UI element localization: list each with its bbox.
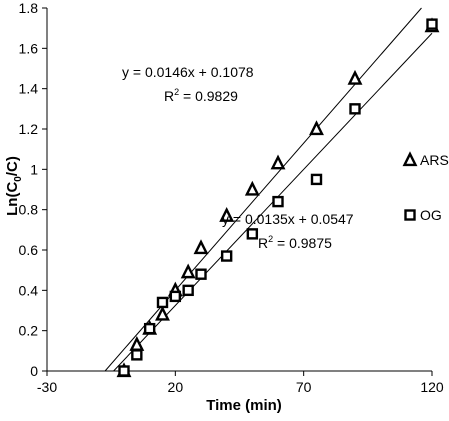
legend-label-og: OG [420, 207, 442, 223]
r-squared-og: R2 = 0.9875 [258, 234, 332, 251]
legend-label-ars: ARS [420, 152, 449, 168]
x-axis-label: Time (min) [206, 397, 282, 414]
r-squared-symbol: R [164, 88, 174, 104]
y-tick-label: 0.6 [19, 242, 39, 258]
legend-marker-ars [402, 151, 418, 167]
data-point-ars [244, 180, 260, 196]
legend-marker-og [404, 209, 416, 221]
data-point-og [143, 322, 156, 335]
y-tick-label: 1.6 [19, 40, 39, 56]
r-squared-value: = 0.9875 [273, 235, 332, 251]
trendlines [104, 7, 433, 372]
data-point-ars [180, 263, 196, 279]
y-tick-label: 1.2 [19, 121, 39, 137]
trendline-equation-ars: y = 0.0146x + 0.1078 [122, 64, 254, 80]
data-point-og [246, 228, 259, 240]
data-point-ars [347, 69, 363, 85]
y-tick-label: 1.4 [19, 81, 39, 97]
data-point-og [156, 296, 169, 309]
data-point-og [182, 284, 194, 297]
data-point-og [195, 268, 207, 280]
markers [116, 17, 440, 378]
data-point-og [169, 290, 182, 303]
y-tick-label: 0.8 [19, 202, 39, 218]
data-point-ars [129, 336, 145, 351]
data-point-og [310, 173, 323, 186]
trendline-equation-og: y = 0.0135x + 0.0547 [222, 211, 354, 227]
axes: 0 0.2 0.4 0.6 0.8 1 1.2 1.4 1.6 1.8 -30 20 70 120 [19, 0, 444, 395]
r-squared-exponent: 2 [174, 87, 179, 97]
y-tick-label: 0.4 [19, 282, 39, 298]
r-squared-value: = 0.9829 [179, 88, 238, 104]
data-point-og [118, 365, 130, 377]
r-squared-symbol: R [258, 235, 268, 251]
data-point-ars [219, 206, 235, 222]
data-point-og [220, 250, 233, 262]
y-tick-label: 0 [30, 363, 38, 379]
x-tick-label: 70 [296, 379, 312, 395]
data-point-ars [155, 305, 170, 321]
y-axis-label-prefix: Ln(C [4, 182, 21, 216]
data-point-og [426, 18, 438, 30]
y-tick-label: 1 [30, 161, 38, 177]
data-point-ars [309, 120, 324, 136]
data-point-og [131, 349, 143, 361]
y-tick-label: 0.2 [19, 323, 39, 339]
x-tick-label: 120 [420, 379, 444, 395]
y-axis-label: Ln(C0/C) [4, 156, 24, 216]
x-tick-label: -30 [37, 379, 57, 395]
trendline-ars [104, 7, 422, 372]
y-axis-label-subscript: 0 [13, 176, 24, 182]
data-point-og [349, 103, 361, 115]
data-point-ars [193, 239, 209, 255]
r-squared-exponent: 2 [268, 234, 273, 244]
data-point-ars [270, 154, 286, 170]
y-tick-label: 1.8 [19, 0, 39, 16]
r-squared-ars: R2 = 0.9829 [164, 87, 238, 104]
legend: ARS OG [402, 151, 449, 223]
y-axis-label-suffix: /C) [4, 156, 21, 176]
x-tick-label: 20 [168, 379, 184, 395]
data-point-og [272, 195, 284, 208]
